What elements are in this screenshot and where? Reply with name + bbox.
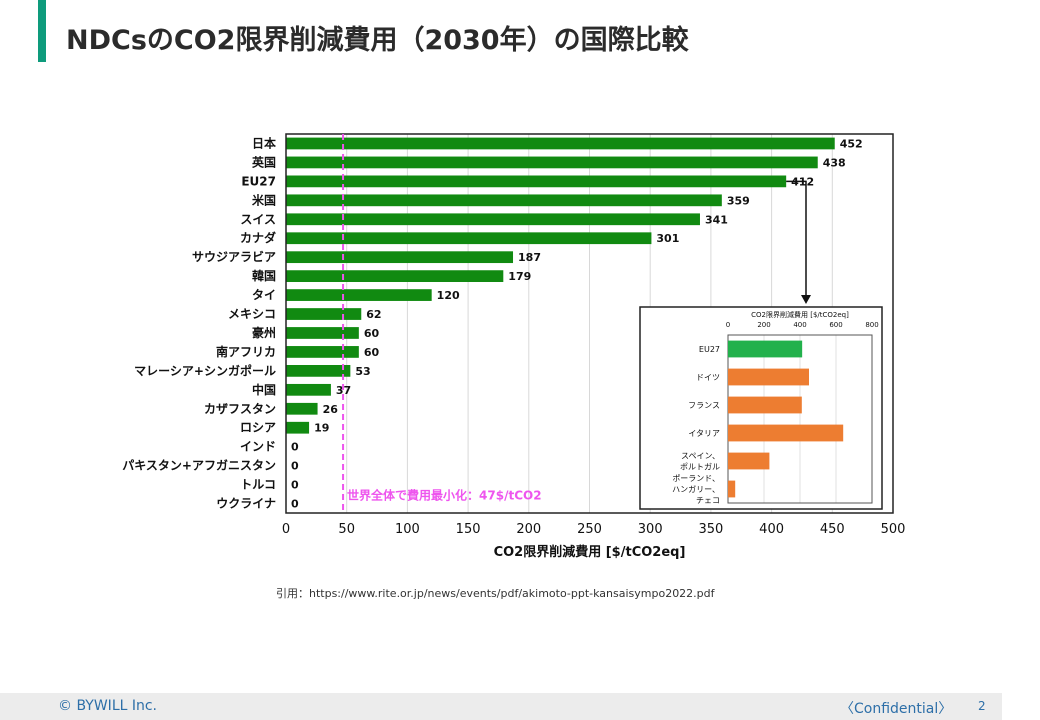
inset-plot-border — [727, 334, 873, 504]
bar — [286, 365, 351, 377]
inset-tick-label: 0 — [726, 321, 730, 329]
plot-border — [285, 133, 894, 514]
bar — [286, 175, 787, 188]
inset-tick-label: 600 — [829, 321, 842, 329]
title-accent-bar — [38, 0, 46, 62]
inset-category-label: スペイン、ポルトガル — [680, 452, 720, 472]
data-label: 19 — [314, 422, 329, 435]
data-label: 359 — [727, 194, 750, 207]
category-label: 韓国 — [252, 268, 276, 283]
category-label: 英国 — [252, 154, 276, 169]
bar — [286, 232, 652, 245]
bar — [286, 137, 835, 150]
bar — [286, 156, 818, 169]
x-tick-label: 450 — [820, 522, 845, 537]
source-citation: 引用：https://www.rite.or.jp/news/events/pd… — [276, 587, 715, 600]
data-label: 60 — [364, 327, 380, 340]
data-label: 62 — [366, 308, 381, 321]
category-label: インド — [240, 440, 276, 454]
bar — [286, 421, 310, 434]
x-tick-label: 400 — [759, 522, 784, 537]
inset-category-label: ポーランド、ハンガリー、チェコ — [672, 474, 720, 505]
data-label: 0 — [291, 479, 299, 492]
x-tick-label: 100 — [395, 522, 420, 537]
bar — [286, 194, 722, 207]
category-label: 南アフリカ — [216, 344, 276, 359]
x-tick-label: 350 — [698, 522, 723, 537]
page-number: 2 — [978, 699, 986, 713]
data-label: 37 — [336, 384, 351, 397]
bar — [286, 213, 700, 226]
category-label: マレーシア+シンガポール — [134, 363, 276, 378]
category-label: 米国 — [252, 192, 276, 207]
category-label: トルコ — [240, 478, 276, 492]
copyright-text: © BYWILL Inc. — [58, 698, 158, 714]
data-label: 0 — [291, 441, 299, 454]
inset-category-label: フランス — [688, 401, 720, 410]
reference-line-label: 世界全体で費用最小化：47$/tCO2 — [347, 488, 542, 503]
connector-line — [786, 180, 807, 301]
slide-title: NDCsのCO2限界削減費用（2030年）の国際比較 — [66, 25, 689, 56]
x-tick-label: 500 — [881, 522, 906, 537]
data-label: 179 — [508, 270, 531, 283]
bar — [286, 289, 432, 301]
inset-category-label: EU27 — [699, 345, 720, 354]
bar — [286, 346, 359, 358]
data-label: 187 — [518, 251, 541, 264]
category-label: パキスタン+アフガニスタン — [122, 458, 276, 473]
inset-tick-label: 800 — [865, 321, 878, 329]
footer-bar — [0, 693, 1002, 720]
data-label: 53 — [355, 365, 370, 378]
data-label: 0 — [291, 460, 299, 473]
inset-bar — [728, 424, 844, 442]
category-label: カザフスタン — [204, 402, 276, 416]
category-label: ロシア — [240, 421, 276, 435]
category-label: タイ — [252, 288, 276, 302]
bar — [286, 251, 514, 264]
bar — [286, 383, 331, 396]
data-label: 120 — [437, 289, 460, 302]
category-label: カナダ — [240, 230, 276, 245]
category-label: メキシコ — [228, 307, 276, 321]
bar — [286, 270, 504, 282]
x-axis-label: CO2限界削減費用 [$/tCO2eq] — [494, 544, 686, 560]
data-label: 0 — [291, 498, 299, 511]
category-label: スイス — [240, 212, 276, 226]
inset-category-label: ドイツ — [696, 373, 720, 382]
bar — [286, 402, 318, 415]
inset-tick-label: 400 — [793, 321, 806, 329]
inset-bar — [728, 396, 802, 414]
inset-bar — [728, 452, 770, 470]
bar — [286, 327, 359, 339]
category-label: サウジアラビア — [192, 249, 276, 264]
category-label: ウクライナ — [216, 497, 276, 511]
x-tick-label: 0 — [282, 522, 290, 537]
category-label: 中国 — [252, 382, 276, 397]
inset-title: CO2限界削減費用 [$/tCO2eq] — [751, 310, 849, 319]
x-tick-label: 150 — [456, 522, 481, 537]
x-tick-label: 250 — [577, 522, 602, 537]
data-label: 301 — [656, 232, 679, 245]
inset-category-label: イタリア — [688, 429, 720, 438]
category-label: EU27 — [241, 174, 276, 188]
inset-tick-label: 200 — [757, 321, 770, 329]
category-label: 日本 — [252, 135, 276, 150]
data-label: 26 — [323, 403, 339, 416]
connector-arrowhead — [801, 295, 811, 304]
data-label: 452 — [840, 137, 863, 150]
data-label: 60 — [364, 346, 380, 359]
inset-bar — [728, 480, 736, 498]
bar — [286, 308, 362, 320]
inset-bar — [728, 368, 809, 386]
inset-bar — [728, 340, 803, 358]
data-label: 341 — [705, 213, 728, 226]
category-label: 豪州 — [252, 325, 276, 340]
x-tick-label: 200 — [516, 522, 541, 537]
data-label: 438 — [823, 156, 846, 169]
x-tick-label: 300 — [638, 522, 663, 537]
x-tick-label: 50 — [338, 522, 355, 537]
confidential-label: 〈Confidential〉 — [840, 701, 953, 717]
